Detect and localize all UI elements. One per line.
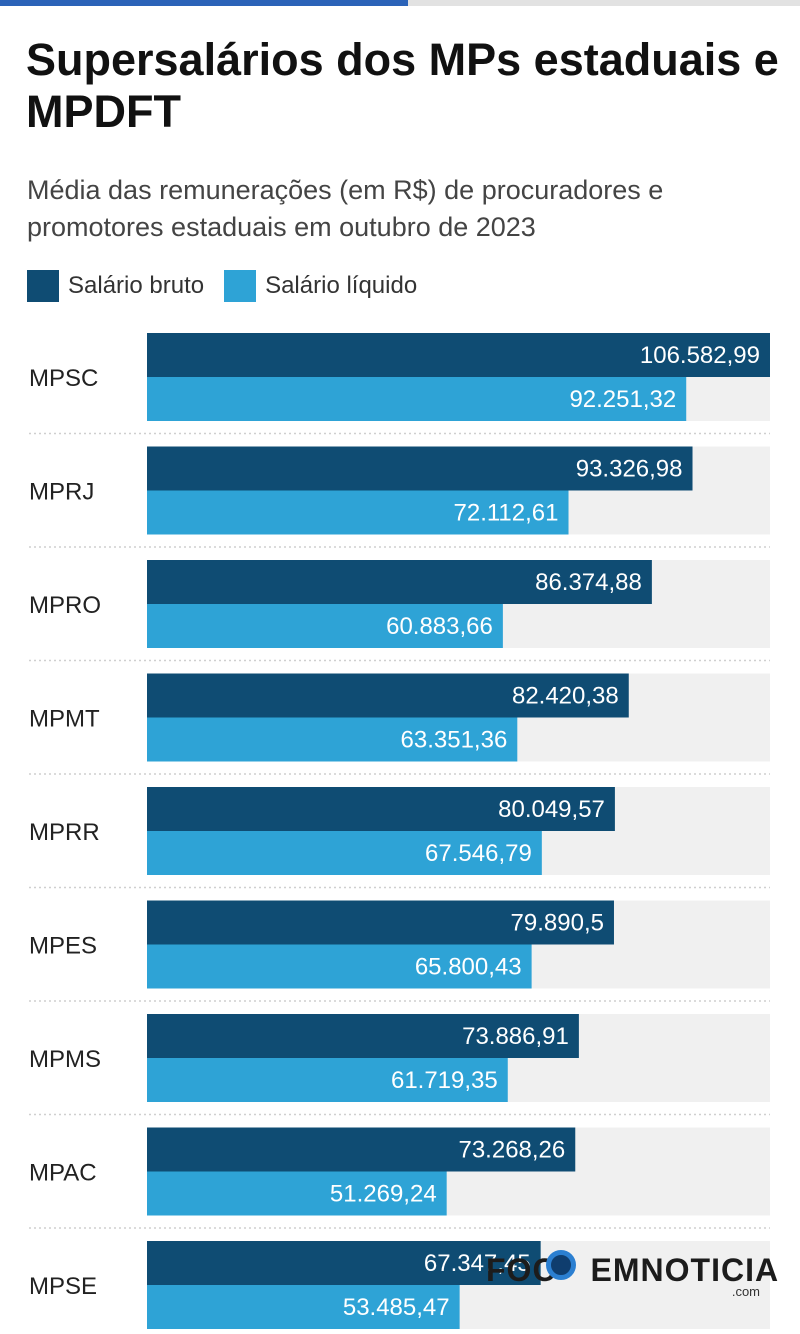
bar-liquido-mpsc [147, 377, 687, 421]
data-label-bruto-mpes: 79.890,5 [511, 910, 604, 937]
data-label-bruto-mprr: 80.049,57 [498, 796, 605, 823]
data-label-liquido-mpac: 51.269,24 [330, 1181, 437, 1208]
category-label-mpse: MPSE [29, 1273, 97, 1300]
bar-bruto-mpsc [147, 333, 770, 377]
scroll-progress-bar [0, 0, 800, 6]
bar-liquido-mpse [147, 1285, 460, 1329]
data-label-bruto-mprj: 93.326,98 [576, 456, 683, 483]
category-label-mpsc: MPSC [29, 365, 98, 392]
data-label-liquido-mpmt: 63.351,36 [401, 727, 508, 754]
data-label-liquido-mpes: 65.800,43 [415, 954, 522, 981]
data-label-liquido-mpro: 60.883,66 [386, 613, 493, 640]
bar-liquido-mpms [147, 1058, 508, 1102]
data-label-bruto-mpro: 86.374,88 [535, 569, 642, 596]
watermark-suffix: .com [731, 1284, 760, 1299]
bar-bruto-mpac [147, 1127, 576, 1172]
category-label-mpmt: MPMT [29, 706, 100, 733]
category-label-mprj: MPRJ [29, 479, 94, 506]
data-label-liquido-mpms: 61.719,35 [391, 1067, 498, 1094]
bar-bruto-mpse [147, 1241, 541, 1285]
data-label-liquido-mprj: 72.112,61 [454, 500, 559, 527]
bar-liquido-mprj [147, 490, 569, 535]
data-label-bruto-mpmt: 82.420,38 [512, 683, 619, 710]
watermark-logo: FOC EMNOTICIA .com [486, 1246, 780, 1304]
legend-item-liquido: Salário líquido [224, 270, 417, 302]
bar-bruto-mprj [147, 446, 693, 491]
watermark-globe-icon [546, 1250, 576, 1280]
legend-item-bruto: Salário bruto [27, 270, 204, 302]
data-label-liquido-mpsc: 92.251,32 [569, 386, 676, 413]
bar-bruto-mpes [147, 900, 614, 945]
bar-chart: MPSC 106.582,99 92.251,32 MPRJ 93.326,98 72.1… [29, 333, 770, 1329]
category-label-mpro: MPRO [29, 592, 101, 619]
category-label-mpes: MPES [29, 933, 97, 960]
legend-label-liquido: Salário líquido [265, 272, 418, 299]
data-label-bruto-mpms: 73.886,91 [462, 1023, 569, 1050]
legend-swatch-liquido [224, 270, 257, 302]
watermark-text: FOC EMNOTICIA [486, 1252, 780, 1288]
legend-label-bruto: Salário bruto [68, 272, 205, 299]
chart-legend: Salário bruto Salário líquido [27, 268, 437, 304]
scroll-progress-fill [0, 0, 408, 6]
category-label-mprr: MPRR [29, 819, 100, 846]
bar-liquido-mprr [147, 831, 542, 875]
bar-liquido-mpes [147, 944, 532, 989]
bar-bruto-mpmt [147, 673, 629, 718]
data-label-bruto-mpse: 67.347,45 [424, 1250, 531, 1277]
bar-bruto-mprr [147, 787, 615, 831]
data-label-liquido-mpse: 53.485,47 [343, 1294, 450, 1321]
bar-liquido-mpro [147, 604, 503, 648]
legend-swatch-bruto [27, 270, 59, 302]
bar-liquido-mpac [147, 1171, 447, 1216]
data-label-liquido-mprr: 67.546,79 [425, 840, 532, 867]
bar-bruto-mpro [147, 560, 652, 604]
data-label-bruto-mpac: 73.268,26 [458, 1137, 565, 1164]
chart-subtitle: Média das remunerações (em R$) de procur… [27, 175, 664, 242]
bar-bruto-mpms [147, 1014, 579, 1058]
data-label-bruto-mpsc: 106.582,99 [640, 342, 760, 369]
category-label-mpms: MPMS [29, 1046, 101, 1073]
category-label-mpac: MPAC [29, 1160, 97, 1187]
chart-title: Supersalários dos MPs estaduais e MPDFT [26, 34, 779, 137]
bar-liquido-mpmt [147, 717, 518, 762]
